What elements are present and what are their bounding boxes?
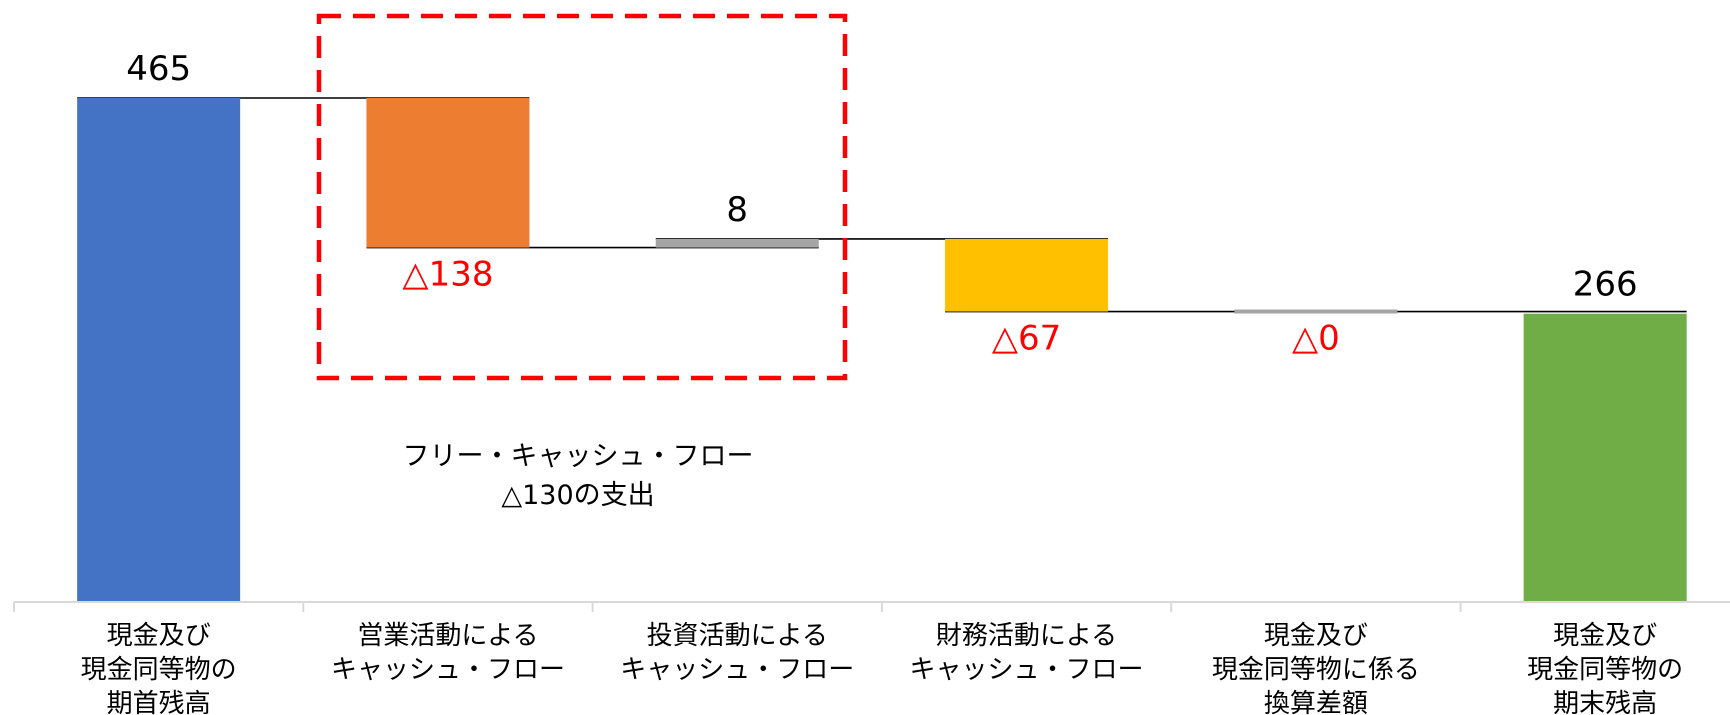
bars [77,98,1687,602]
value-label-0: 465 [126,49,191,89]
bar-1 [366,98,530,248]
category-label-5: 現金及び現金同等物の期末残高 [1527,621,1683,715]
category-label-4: 現金及び現金同等物に係る換算差額 [1212,621,1420,715]
x-axis-ticks [13,602,1462,612]
bar-4 [1234,309,1398,314]
category-label-1: 営業活動によるキャッシュ・フロー [331,621,565,685]
category-label-2: 投資活動によるキャッシュ・フロー [620,621,854,685]
value-label-2: 8 [726,190,748,230]
bar-5 [1523,313,1687,602]
value-label-1: △138 [402,255,493,295]
category-labels: 現金及び現金同等物の期首残高 営業活動によるキャッシュ・フロー投資活動によるキャッ… [81,621,1684,715]
bar-3 [945,238,1109,312]
value-label-4: △0 [1292,319,1340,359]
category-label-3: 財務活動によるキャッシュ・フロー [910,621,1144,685]
bar-0 [77,98,241,602]
value-labels: 465 △138 8 △67 △0 266 [126,49,1637,359]
value-label-3: △67 [992,319,1061,359]
free-cash-flow-text: フリー・キャッシュ・フロー△130の支出 [403,441,754,511]
free-cash-flow-note: フリー・キャッシュ・フロー△130の支出 [403,441,754,511]
value-label-5: 266 [1573,265,1638,305]
bar-2 [655,238,819,248]
category-label-0: 現金及び現金同等物の期首残高 [81,621,237,715]
